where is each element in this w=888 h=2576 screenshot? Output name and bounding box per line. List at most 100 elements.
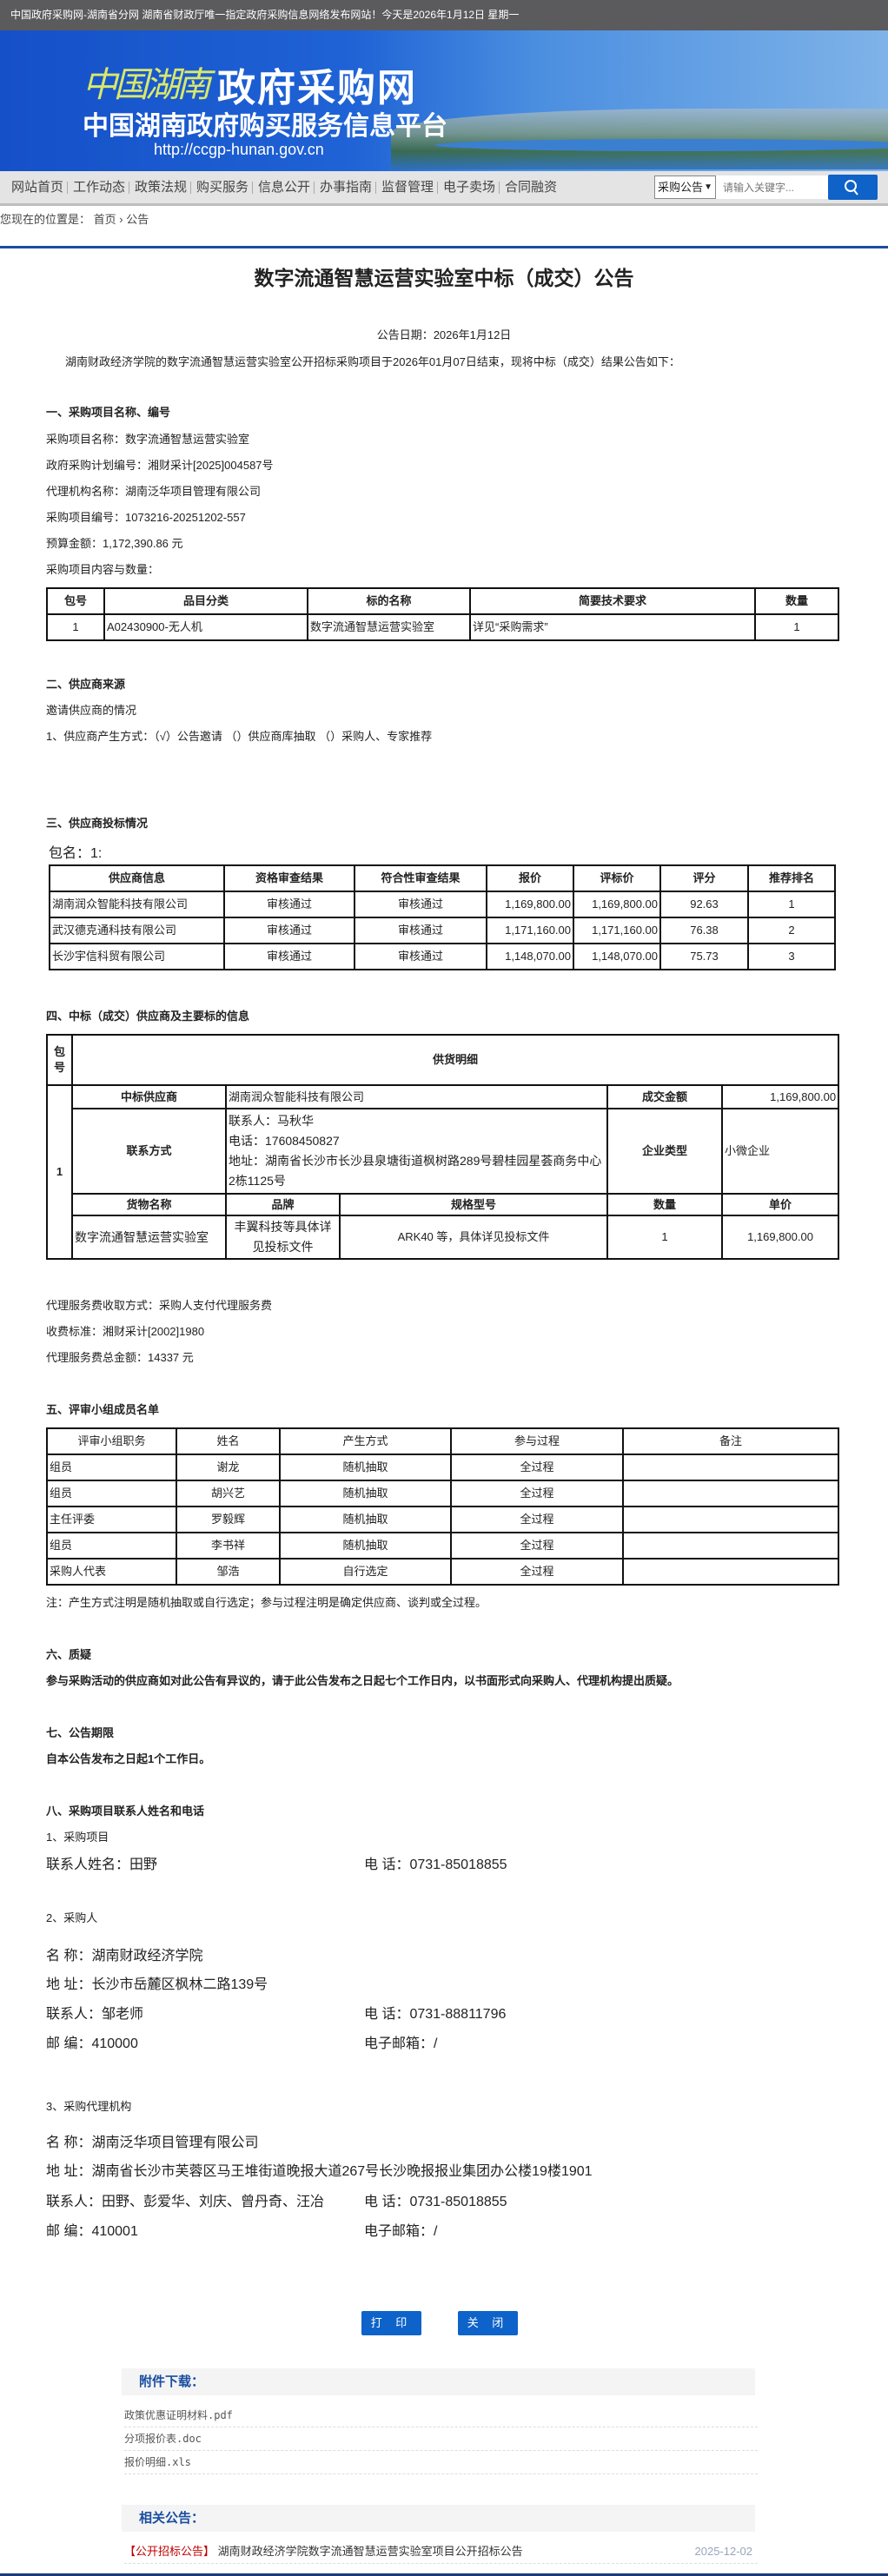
fee-standard: 收费标准：湘财采计[2002]1980 bbox=[46, 1325, 205, 1338]
table-row: 武汉德克通科技有限公司 审核通过 审核通过 1,171,160.00 1,171,160… bbox=[49, 917, 836, 944]
site-banner: 中国湖南 政府采购网 中国湖南政府购买服务信息平台 http://ccgp-hu… bbox=[0, 30, 888, 171]
attachment-link[interactable]: 政策优惠证明材料.pdf bbox=[124, 2404, 758, 2427]
th: 评审小组职务 bbox=[46, 1427, 177, 1455]
th: 货物名称 bbox=[71, 1193, 227, 1216]
attachments-heading: 附件下载： bbox=[122, 2368, 755, 2395]
nav-item-supervision[interactable]: 监督管理 bbox=[381, 180, 434, 195]
package-name: 包名：1: bbox=[49, 846, 103, 861]
cell: 1,171,160.00 bbox=[486, 917, 574, 944]
cell: 随机抽取 bbox=[279, 1454, 452, 1481]
cell: 审核通过 bbox=[354, 891, 487, 918]
nav-item-service[interactable]: 购买服务 bbox=[196, 180, 249, 195]
th: 报价 bbox=[486, 864, 574, 892]
nav-item-emall[interactable]: 电子卖场 bbox=[443, 180, 496, 195]
purchaser-contact: 联系人：邹老师 bbox=[46, 2007, 144, 2022]
top-info-bar: 中国政府采购网-湖南省分网 湖南省财政厅唯一指定政府采购信息网络发布网站！今天是… bbox=[0, 0, 888, 30]
cell bbox=[622, 1454, 839, 1481]
attachment-link[interactable]: 分项报价表.doc bbox=[124, 2427, 758, 2451]
cell: 全过程 bbox=[450, 1532, 624, 1560]
winner-name: 湖南润众智能科技有限公司 bbox=[225, 1084, 608, 1109]
cell: 谢龙 bbox=[176, 1454, 281, 1481]
th-package: 包号 bbox=[46, 1034, 73, 1086]
cell: 长沙宇信科贸有限公司 bbox=[49, 943, 225, 970]
related-date: 2025-12-02 bbox=[694, 2545, 753, 2558]
nav-item-guide[interactable]: 办事指南 bbox=[320, 180, 373, 195]
cell: 全过程 bbox=[450, 1480, 624, 1507]
bids-table: 供应商信息 资格审查结果 符合性审查结果 报价 评标价 评分 推荐排名 湖南润众智能科技有限… bbox=[49, 864, 836, 970]
cell: 76.38 bbox=[659, 917, 749, 944]
section-2-heading: 二、供应商来源 bbox=[46, 678, 126, 691]
project-contact-name: 联系人姓名：田野 bbox=[46, 1858, 158, 1872]
th: 产生方式 bbox=[279, 1427, 452, 1455]
cell: 1 bbox=[747, 891, 836, 918]
nav-item-home[interactable]: 网站首页 bbox=[11, 180, 64, 195]
purchaser-name: 名 称：湖南财政经济学院 bbox=[46, 1949, 203, 1963]
table-row: 长沙宇信科贸有限公司 审核通过 审核通过 1,148,070.00 1,148,070.… bbox=[49, 943, 836, 970]
related-tag: 【公开招标公告】 bbox=[124, 2545, 215, 2558]
th-supply-detail: 供货明细 bbox=[70, 1034, 840, 1086]
plan-number: 政府采购计划编号：湘财采计[2025]004587号 bbox=[46, 459, 274, 472]
related-title-link[interactable]: 湖南财政经济学院数字流通智慧运营实验室项目公开招标公告 bbox=[217, 2545, 523, 2558]
cell: 1 bbox=[754, 613, 839, 641]
section-3-heading: 三、供应商投标情况 bbox=[46, 817, 149, 830]
cell: 随机抽取 bbox=[279, 1480, 452, 1507]
cell: 审核通过 bbox=[223, 943, 355, 970]
cell: 75.73 bbox=[659, 943, 749, 970]
search-category-select[interactable]: 采购公告 ▼ bbox=[654, 175, 716, 199]
search-icon bbox=[845, 180, 858, 195]
agency-email: 电子邮箱：/ bbox=[364, 2224, 438, 2239]
cell: 数字流通智慧运营实验室 bbox=[307, 613, 471, 641]
supplier-method: 1、供应商产生方式：（√）公告邀请 （）供应商库抽取 （）采购人、专家推荐 bbox=[46, 730, 433, 743]
search-button[interactable] bbox=[828, 175, 878, 200]
section-4-heading: 四、中标（成交）供应商及主要标的信息 bbox=[46, 1010, 250, 1023]
river-image bbox=[434, 139, 888, 151]
print-button[interactable]: 打 印 bbox=[361, 2311, 421, 2335]
page-title: 数字流通智慧运营实验室中标（成交）公告 bbox=[254, 267, 634, 289]
cell: ARK40 等，具体详见投标文件 bbox=[339, 1215, 608, 1260]
breadcrumb-home[interactable]: 首页 bbox=[93, 213, 116, 226]
nav-item-news[interactable]: 工作动态 bbox=[73, 180, 126, 195]
search-input[interactable] bbox=[716, 175, 828, 199]
cell: 数字流通智慧运营实验室 bbox=[71, 1215, 227, 1260]
winner-label: 中标供应商 bbox=[71, 1084, 227, 1109]
nav-item-policy[interactable]: 政策法规 bbox=[135, 180, 188, 195]
contact-address: 地址：湖南省长沙市长沙县泉塘街道枫树路289号碧桂园星荟商务中心2栋1125号 bbox=[229, 1154, 602, 1188]
table-row: 数字流通智慧运营实验室 丰翼科技等具体详见投标文件 ARK40 等，具体详见投标文件… bbox=[47, 1215, 840, 1260]
agency-name: 代理机构名称：湖南泛华项目管理有限公司 bbox=[46, 485, 262, 498]
content-label: 采购项目内容与数量： bbox=[46, 563, 160, 576]
period-text: 自本公告发布之日起1个工作日。 bbox=[46, 1752, 211, 1765]
cell: 审核通过 bbox=[223, 891, 355, 918]
th: 资格审查结果 bbox=[223, 864, 355, 892]
purchaser-email: 电子邮箱：/ bbox=[364, 2036, 438, 2051]
items-table: 包号 品目分类 标的名称 简要技术要求 数量 1 A02430900-无人机 数字流通智慧运… bbox=[46, 587, 839, 641]
th-quantity: 数量 bbox=[754, 587, 839, 615]
cell: 1,169,800.00 bbox=[486, 891, 574, 918]
project-contact-phone: 电 话：0731-85018855 bbox=[364, 1858, 507, 1872]
breadcrumb-separator-icon: › bbox=[119, 213, 123, 226]
cell: 李书祥 bbox=[176, 1532, 281, 1560]
cell: 92.63 bbox=[659, 891, 749, 918]
contact-project-label: 1、采购项目 bbox=[46, 1831, 109, 1844]
nav-item-info[interactable]: 信息公开 bbox=[258, 180, 311, 195]
cell: 全过程 bbox=[450, 1454, 624, 1481]
related-heading: 相关公告： bbox=[122, 2505, 755, 2532]
type-label: 企业类型 bbox=[606, 1108, 723, 1195]
intro-text: 湖南财政经济学院的数字流通智慧运营实验室公开招标采购项目于2026年01月07日… bbox=[65, 355, 680, 368]
agency-zip: 邮 编：410001 bbox=[46, 2224, 138, 2239]
attachment-link[interactable]: 报价明细.xls bbox=[124, 2451, 758, 2474]
cell: 审核通过 bbox=[354, 917, 487, 944]
cell: 1,169,800.00 bbox=[720, 1215, 840, 1260]
agency-contact: 联系人：田野、彭爱华、刘庆、曾丹奇、汪冶 bbox=[46, 2195, 325, 2209]
panel-table: 评审小组职务 姓名 产生方式 参与过程 备注 组员 谢龙 随机抽取 全过程 组员 胡兴艺 随机抽取… bbox=[46, 1427, 839, 1586]
th: 品牌 bbox=[225, 1193, 341, 1216]
close-button[interactable]: 关 闭 bbox=[458, 2311, 518, 2335]
cell: 邹浩 bbox=[176, 1558, 281, 1586]
th: 单价 bbox=[720, 1193, 840, 1216]
cell: 1,169,800.00 bbox=[573, 891, 661, 918]
agency-name: 名 称：湖南泛华项目管理有限公司 bbox=[46, 2136, 259, 2150]
nav-item-finance[interactable]: 合同融资 bbox=[505, 180, 558, 195]
table-row: 组员 李书祥 随机抽取 全过程 bbox=[46, 1532, 839, 1560]
cell: 组员 bbox=[46, 1480, 177, 1507]
challenge-text: 参与采购活动的供应商如对此公告有异议的，请于此公告发布之日起七个工作日内，以书面… bbox=[46, 1674, 679, 1687]
related-item[interactable]: 【公开招标公告】 湖南财政经济学院数字流通智慧运营实验室项目公开招标公告 202… bbox=[124, 2540, 758, 2564]
